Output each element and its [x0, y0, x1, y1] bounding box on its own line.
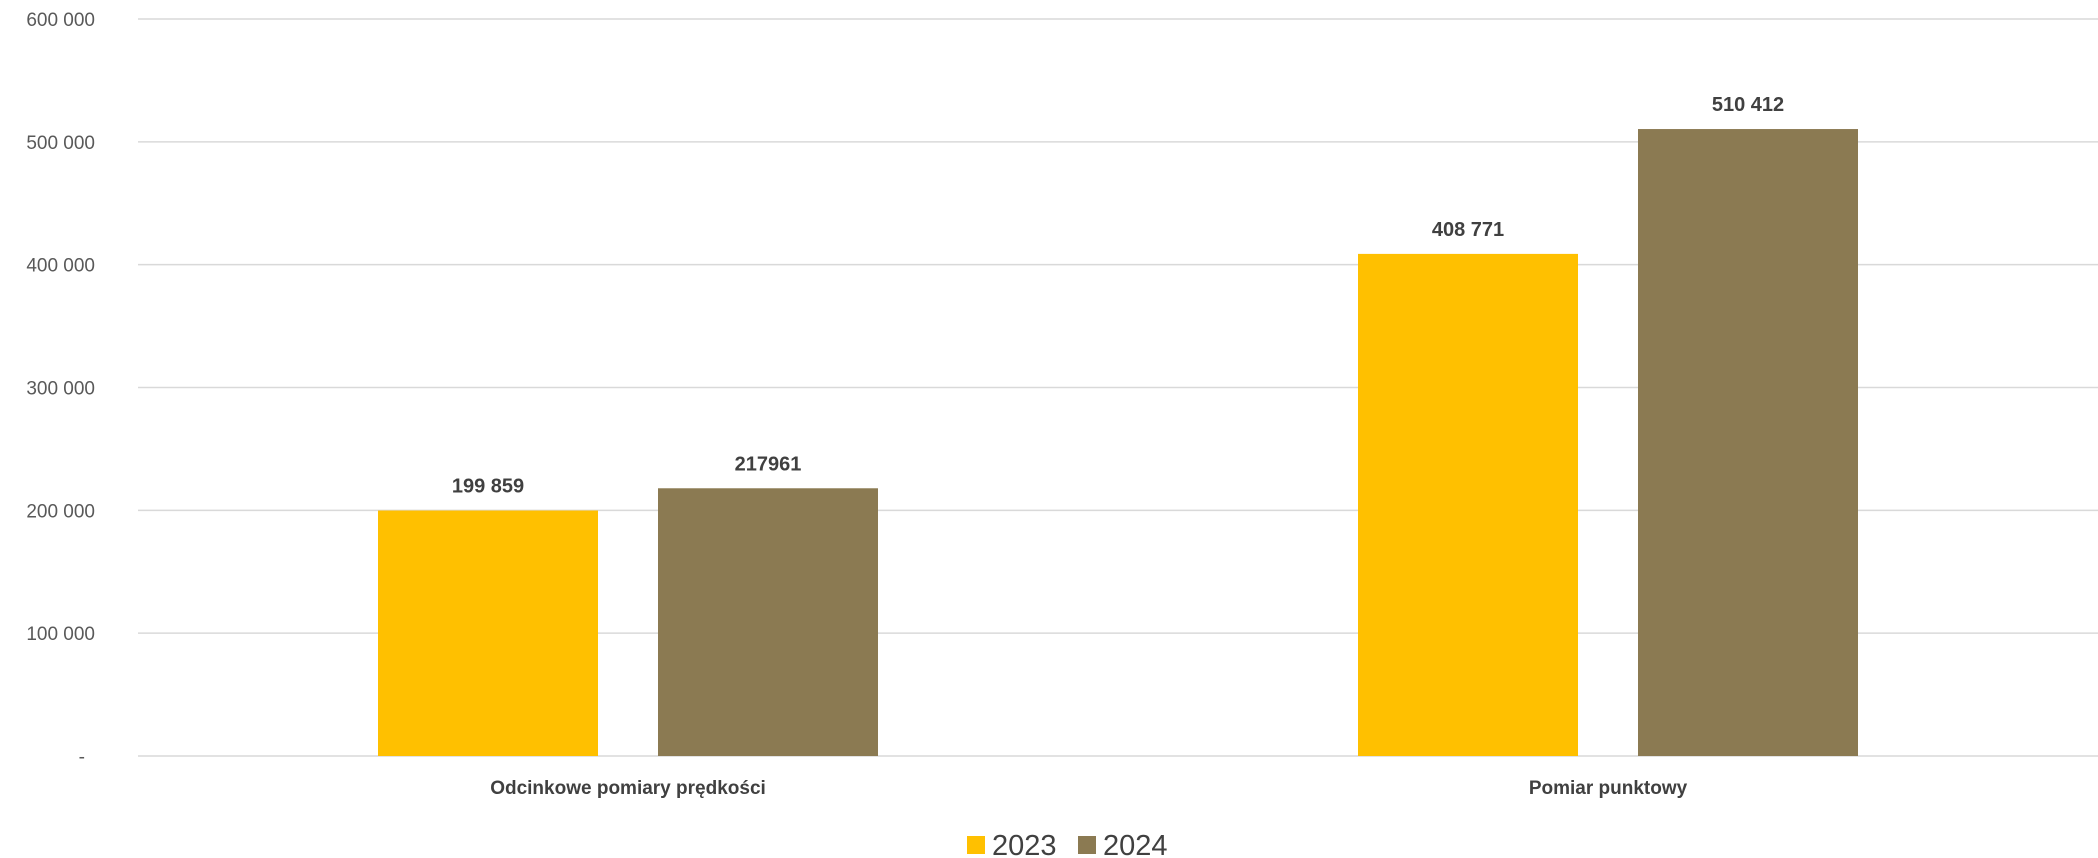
y-tick-label: - — [79, 747, 85, 768]
y-tick-label: 600 000 — [26, 10, 95, 31]
legend-label-2024: 2024 — [1103, 830, 1168, 858]
bar-2023-2 — [1358, 253, 1578, 757]
y-tick-label: 300 000 — [26, 379, 95, 400]
category-label: Odcinkowe pomiary prędkości — [490, 778, 766, 799]
y-tick-label: 200 000 — [26, 501, 95, 522]
data-label: 408 771 — [1432, 219, 1504, 241]
category-label: Pomiar punktowy — [1529, 778, 1688, 799]
y-axis-tick-labels: - 100 000 200 000 300 000 400 000 500 000 600 … — [26, 10, 95, 768]
y-tick-label: 100 000 — [26, 624, 95, 645]
bar-2023-1 — [378, 510, 598, 756]
y-tick-label: 400 000 — [26, 256, 95, 277]
legend-label-2023: 2023 — [992, 830, 1057, 858]
category-labels: Odcinkowe pomiary prędkości Pomiar punkto… — [490, 778, 1687, 799]
data-label: 510 412 — [1712, 94, 1784, 116]
bar-2024-1 — [658, 488, 878, 756]
data-labels: 199 859 217961 408 771 510 412 — [452, 94, 1784, 497]
bars — [378, 129, 1858, 757]
data-label: 217961 — [735, 453, 802, 475]
legend: 2023 2024 — [967, 830, 1168, 858]
legend-swatch-2023 — [967, 836, 985, 854]
y-tick-label: 500 000 — [26, 133, 95, 154]
legend-swatch-2024 — [1078, 836, 1096, 854]
data-label: 199 859 — [452, 476, 524, 498]
bar-2024-2 — [1638, 129, 1858, 756]
